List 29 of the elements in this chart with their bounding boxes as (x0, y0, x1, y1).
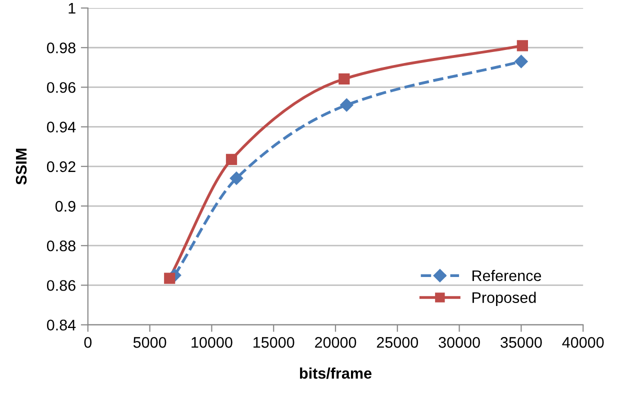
y-tick-label: 0.98 (46, 42, 76, 54)
point (340, 98, 354, 112)
x-tick-label: 35000 (500, 337, 542, 348)
x-tick-label: 15000 (254, 337, 294, 348)
legend-label: Reference (472, 270, 542, 282)
y-tick-label: 0.92 (46, 161, 76, 172)
x-tick-label: 40000 (562, 337, 604, 348)
y-tick-label: 0.94 (46, 122, 76, 132)
y-tick-label: 0.9 (55, 200, 76, 212)
y-axis-title: SSIM (16, 148, 27, 185)
x-tick-label: 25000 (376, 337, 418, 348)
point (164, 272, 176, 284)
y-tick-label: 1 (68, 3, 76, 14)
x-tick-label: 30000 (438, 337, 480, 348)
point (516, 40, 528, 52)
legend-label: Proposed (472, 292, 536, 306)
x-tick-label: 20000 (315, 337, 356, 348)
point (230, 172, 244, 185)
x-tick-label: 0 (84, 337, 92, 348)
x-tick-label: 5000 (133, 337, 166, 348)
point (338, 73, 350, 84)
x-tick-label: 10000 (192, 337, 232, 348)
y-tick-label: 0.84 (46, 320, 76, 330)
point (226, 154, 238, 166)
x-axis-title: bits/frame (300, 368, 372, 379)
y-tick-label: 0.88 (46, 240, 76, 252)
y-tick-label: 0.96 (46, 82, 76, 93)
y-tick-label: 0.86 (46, 280, 76, 291)
point (514, 54, 528, 68)
